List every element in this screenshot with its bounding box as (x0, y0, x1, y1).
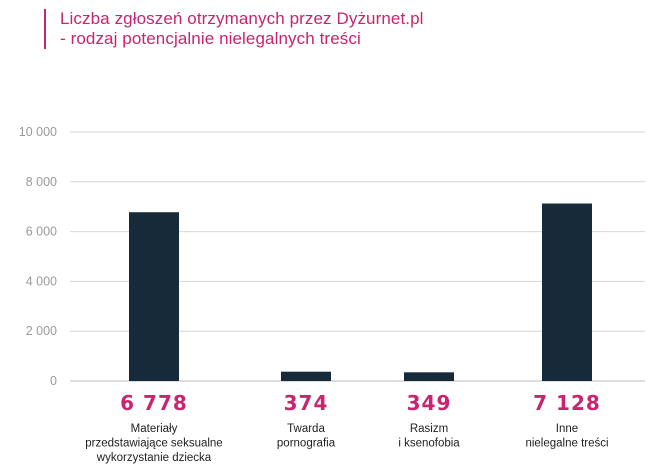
y-tick-label: 8 000 (26, 175, 57, 189)
data-label: 6 778 (120, 391, 188, 415)
data-label: 349 (407, 391, 452, 415)
data-label: 374 (284, 391, 329, 415)
category-label: pornografia (277, 438, 336, 450)
data-label: 7 128 (533, 391, 601, 415)
category-label: Rasizm (410, 423, 448, 435)
category-label: Twarda (287, 423, 325, 435)
y-tick-label: 6 000 (26, 225, 57, 239)
category-label: nielegalne treści (525, 438, 608, 450)
category-label: przedstawiające seksualne (85, 438, 222, 450)
y-tick-label: 10 000 (19, 125, 57, 139)
category-label: Materiały (131, 423, 178, 435)
category-label: wykorzystanie dziecka (96, 452, 212, 464)
category-label: i ksenofobia (398, 438, 460, 450)
bar (404, 372, 454, 381)
category-label: Inne (556, 423, 578, 435)
y-tick-label: 4 000 (26, 274, 57, 288)
bar (542, 203, 592, 381)
chart-title-line-1: Liczba zgłoszeń otrzymanych przez Dyżurn… (60, 9, 424, 28)
y-tick-label: 0 (50, 374, 57, 388)
y-tick-label: 2 000 (26, 324, 57, 338)
chart-title-line-2: - rodzaj potencjalnie nielegalnych treśc… (60, 29, 361, 48)
chart-title: Liczba zgłoszeń otrzymanych przez Dyżurn… (44, 9, 424, 49)
bar (129, 212, 179, 381)
bar (281, 371, 331, 381)
